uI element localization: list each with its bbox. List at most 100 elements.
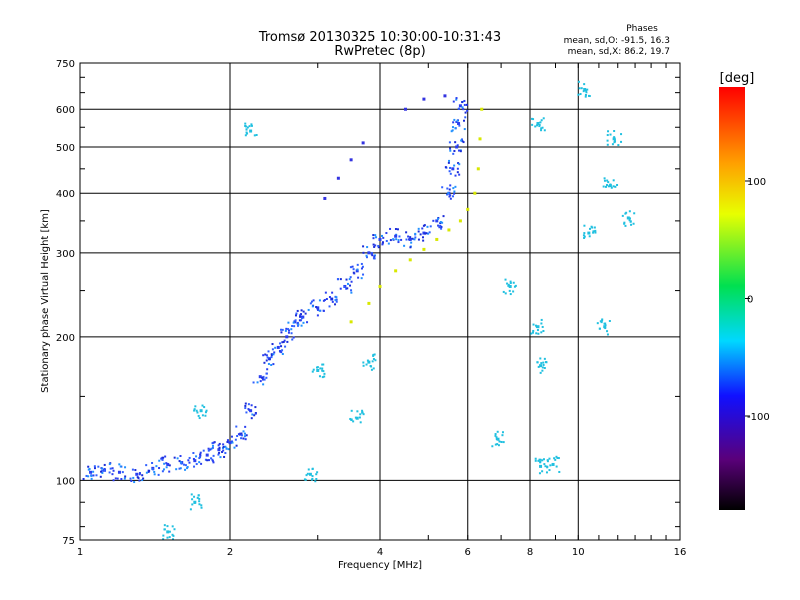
data-point [373, 245, 376, 248]
data-point [211, 458, 214, 461]
data-point [321, 376, 324, 379]
data-point [157, 473, 160, 476]
data-point [613, 136, 616, 139]
data-point [224, 445, 227, 448]
data-point [250, 404, 253, 407]
data-point [512, 290, 515, 293]
data-point [452, 187, 455, 190]
data-point [628, 210, 631, 213]
colorbar [719, 87, 745, 510]
data-point [349, 276, 352, 279]
data-point [101, 467, 104, 470]
data-point [360, 262, 363, 265]
data-point [414, 232, 417, 235]
data-point [443, 94, 447, 98]
data-point [339, 287, 342, 290]
data-point [397, 241, 400, 244]
data-point [163, 528, 166, 531]
data-point [188, 461, 191, 464]
data-point [458, 173, 461, 176]
data-point [259, 380, 262, 383]
data-point [112, 479, 115, 482]
data-point [130, 479, 133, 482]
data-point [624, 224, 627, 227]
data-point [494, 434, 497, 437]
data-point [335, 300, 338, 303]
data-point [294, 314, 297, 317]
data-point [254, 412, 257, 415]
data-point [231, 441, 234, 444]
data-point [321, 369, 324, 372]
data-point [291, 338, 294, 341]
y-axis-ticks: 75 100 200 300 400 500 600 750 [56, 59, 680, 547]
data-point [137, 477, 140, 480]
data-point [438, 225, 441, 228]
data-point [407, 235, 410, 238]
data-point [211, 444, 214, 447]
data-point [392, 238, 395, 241]
colorbar-tick-label: -100 [747, 412, 770, 423]
data-point [603, 177, 606, 180]
data-point [164, 455, 167, 458]
data-point [92, 470, 95, 473]
data-point [191, 498, 194, 501]
data-point [294, 319, 297, 322]
data-point [281, 349, 284, 352]
data-point [542, 329, 545, 332]
data-point [132, 476, 135, 479]
data-point [270, 364, 273, 367]
data-point [579, 93, 582, 96]
data-point [422, 236, 425, 239]
data-point [464, 111, 467, 114]
data-point [350, 418, 353, 421]
data-point [602, 185, 605, 188]
data-point [265, 359, 268, 362]
data-point [321, 363, 324, 366]
data-point [604, 322, 607, 325]
data-point [476, 167, 480, 171]
data-point [632, 222, 635, 225]
data-point [162, 468, 165, 471]
data-point [311, 477, 314, 480]
data-point [171, 533, 174, 536]
x-tick-label: 4 [377, 547, 383, 558]
data-point [462, 108, 465, 111]
data-point [198, 457, 201, 460]
data-point [458, 104, 462, 108]
data-point [246, 126, 249, 129]
data-point [352, 420, 355, 423]
data-point [422, 97, 426, 101]
data-point [450, 130, 453, 133]
data-point [543, 129, 546, 132]
data-point [263, 361, 266, 364]
data-point [448, 195, 451, 198]
data-point [594, 229, 597, 232]
data-point [204, 411, 207, 414]
data-point [212, 441, 215, 444]
data-point [623, 221, 626, 224]
data-point [620, 140, 623, 143]
y-tick-label: 100 [56, 476, 75, 487]
data-point [442, 215, 445, 218]
data-point [161, 458, 164, 461]
data-point [389, 227, 392, 230]
data-point [195, 409, 198, 412]
data-point [601, 318, 604, 321]
data-point [540, 318, 543, 321]
data-point [288, 329, 291, 332]
data-point [409, 236, 412, 239]
data-point [580, 87, 583, 90]
data-point [165, 462, 168, 465]
data-point [267, 350, 270, 353]
data-point [537, 332, 540, 335]
data-point [166, 462, 170, 466]
data-point [441, 221, 444, 224]
data-point [152, 468, 155, 471]
data-point [625, 211, 628, 214]
data-point [531, 117, 534, 120]
data-point [577, 80, 580, 83]
data-point [279, 342, 282, 345]
data-point [274, 346, 277, 349]
data-point [163, 462, 166, 465]
data-point [507, 284, 510, 287]
